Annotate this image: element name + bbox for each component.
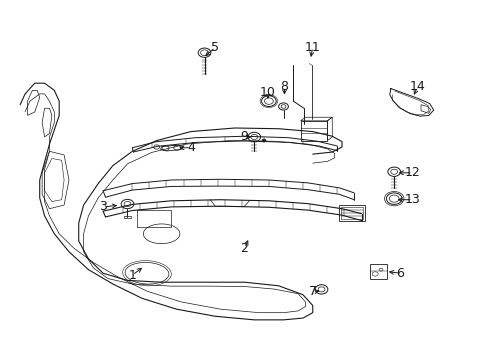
Text: 11: 11 <box>304 41 320 54</box>
Text: 3: 3 <box>99 201 107 213</box>
Text: 8: 8 <box>280 80 288 93</box>
Bar <box>369 264 386 279</box>
Bar <box>137 211 171 226</box>
Circle shape <box>278 103 288 110</box>
Circle shape <box>121 199 134 209</box>
Bar <box>340 207 362 219</box>
Text: 14: 14 <box>409 80 425 93</box>
Circle shape <box>386 193 401 204</box>
Bar <box>124 216 131 218</box>
Circle shape <box>387 167 400 176</box>
Text: 7: 7 <box>308 285 316 298</box>
Circle shape <box>247 132 260 141</box>
Text: 5: 5 <box>211 41 219 54</box>
Text: 4: 4 <box>186 141 194 154</box>
Text: 6: 6 <box>396 267 404 280</box>
Bar <box>338 205 365 221</box>
Circle shape <box>198 48 210 57</box>
Text: 10: 10 <box>260 86 275 99</box>
Circle shape <box>315 285 327 294</box>
Text: 13: 13 <box>404 193 420 206</box>
Circle shape <box>261 96 276 107</box>
Text: 9: 9 <box>240 130 248 144</box>
Text: 1: 1 <box>128 269 136 282</box>
Text: 12: 12 <box>404 166 420 179</box>
Text: 2: 2 <box>240 242 248 255</box>
Circle shape <box>262 139 265 142</box>
Bar <box>300 121 327 140</box>
